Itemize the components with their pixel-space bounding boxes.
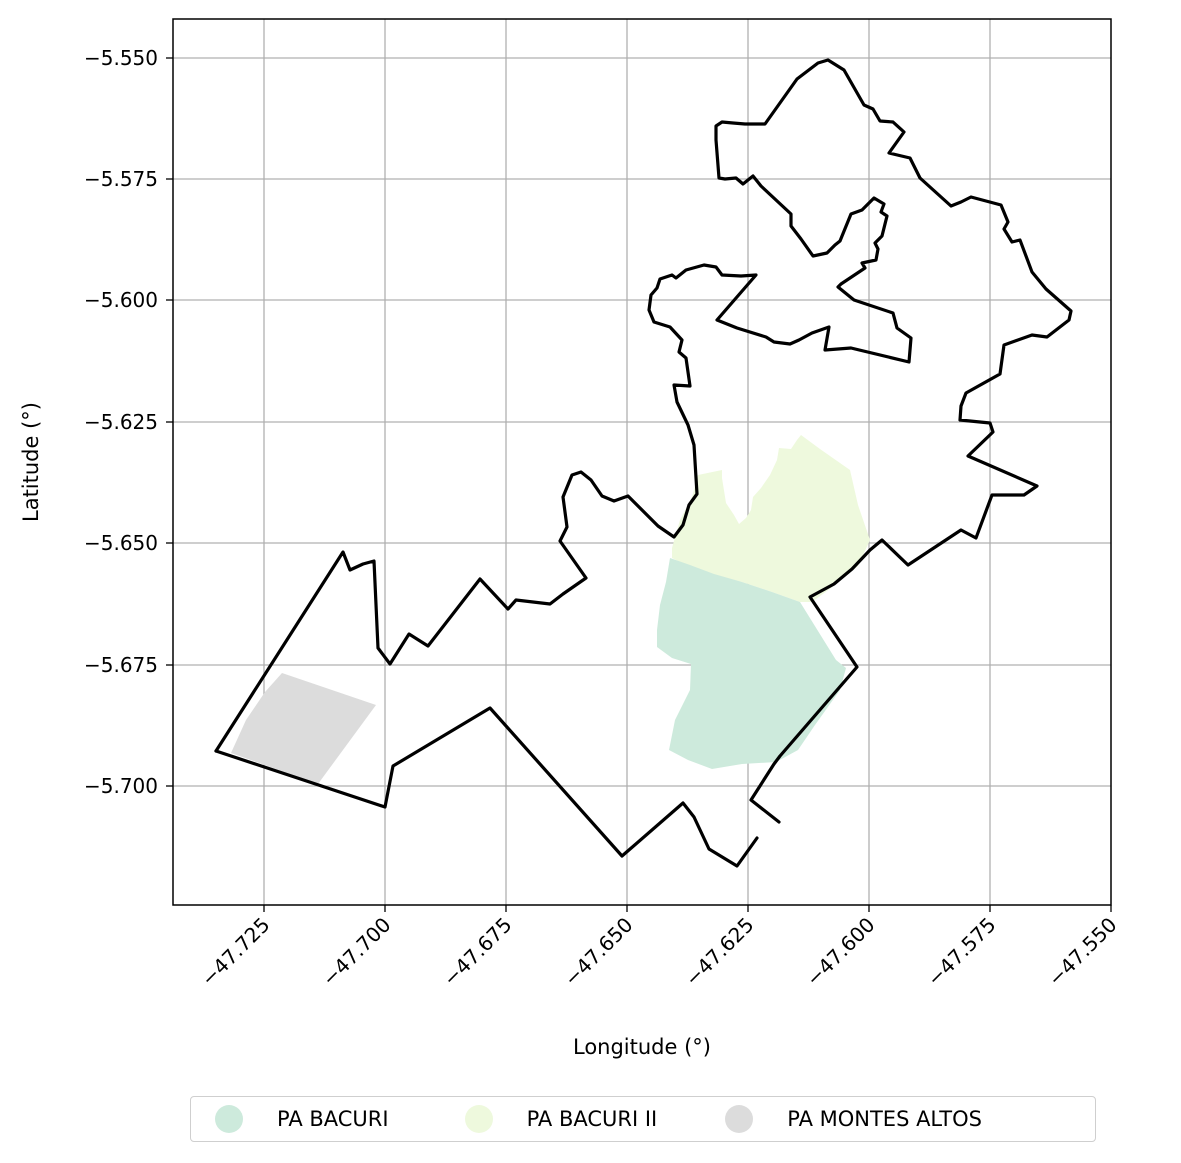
legend-item-pa-bacuri-ii: PA BACURI II — [464, 1097, 658, 1141]
ytick-label-5: −5.650 — [84, 531, 158, 555]
legend-swatch-pa-bacuri — [215, 1105, 243, 1133]
ytick-label-4: −5.625 — [84, 410, 158, 434]
legend-item-pa-bacuri: PA BACURI — [215, 1097, 389, 1141]
xtick-label-3: −47.675 — [438, 913, 516, 991]
plot-frame — [172, 18, 1112, 906]
ytick-label-3: −5.600 — [84, 288, 158, 312]
tick-marks — [166, 57, 1112, 912]
ytick-label-7: −5.700 — [84, 774, 158, 798]
legend-swatch-pa-bacuri-ii — [464, 1105, 493, 1133]
xtick-label-6: −47.600 — [801, 913, 879, 991]
grid-lines — [173, 19, 1111, 905]
area-pa-montes-altos — [231, 673, 376, 784]
xtick-label-1: −47.725 — [196, 913, 274, 991]
x-axis-label: Longitude (°) — [573, 1035, 711, 1059]
boundary-line — [214, 58, 1073, 824]
legend: PA BACURI PA BACURI II PA MONTES ALTOS — [190, 1096, 1096, 1142]
legend-label-pa-bacuri-ii: PA BACURI II — [526, 1107, 658, 1131]
legend-label-pa-montes-altos: PA MONTES ALTOS — [787, 1107, 982, 1131]
xtick-label-7: −47.575 — [922, 913, 1000, 991]
boundary-line-south — [214, 706, 759, 868]
legend-swatch-pa-montes-altos — [725, 1105, 754, 1133]
ytick-label-2: −5.575 — [84, 167, 158, 191]
ytick-label-1: −5.550 — [84, 46, 158, 70]
xtick-label-8: −47.550 — [1043, 913, 1121, 991]
xtick-label-5: −47.625 — [680, 913, 758, 991]
legend-label-pa-bacuri: PA BACURI — [277, 1107, 389, 1131]
ytick-label-6: −5.675 — [84, 653, 158, 677]
map-figure: −5.550 −5.575 −5.600 −5.625 −5.650 −5.67… — [19, 18, 1122, 1059]
xtick-label-2: −47.700 — [317, 913, 395, 991]
legend-item-pa-montes-altos: PA MONTES ALTOS — [725, 1097, 982, 1141]
y-axis-label: Latitude (°) — [19, 402, 43, 522]
xtick-label-4: −47.650 — [559, 913, 637, 991]
area-pa-bacuri-ii — [672, 435, 870, 602]
area-pa-bacuri — [657, 558, 846, 769]
